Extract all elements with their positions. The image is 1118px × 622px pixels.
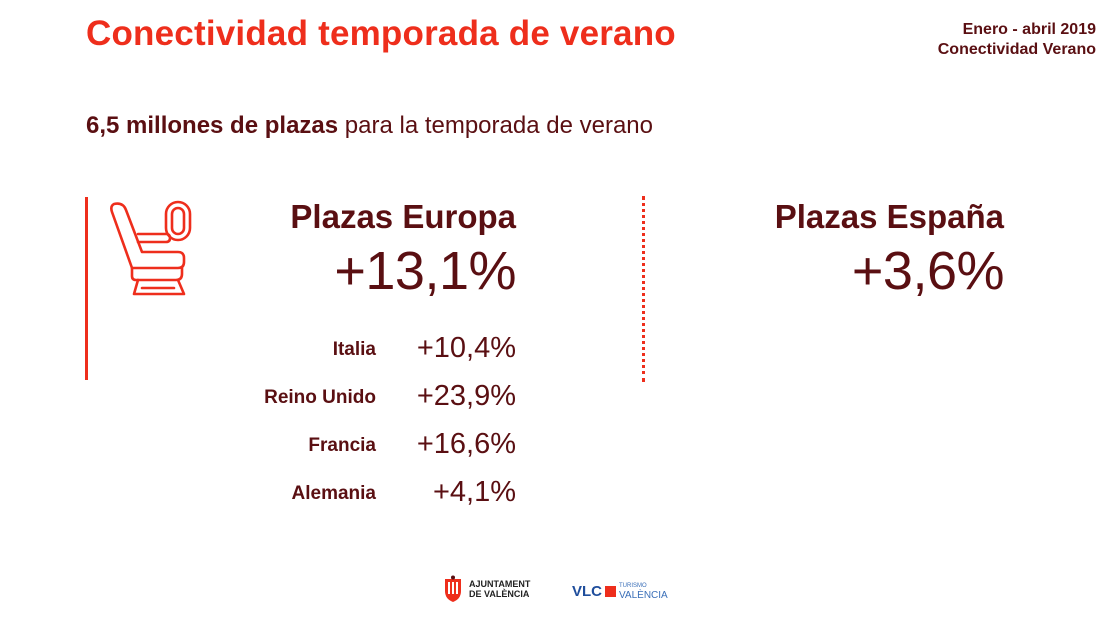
ajuntament-line2: DE VALÈNCIA xyxy=(469,589,530,599)
country-row: Alemania +4,1% xyxy=(200,469,516,509)
vlc-turismo-logo: VLC TURISMO VALÈNCIA xyxy=(572,580,668,602)
slide-title: Conectividad temporada de verano xyxy=(86,14,676,53)
meta-section: Conectividad Verano xyxy=(937,41,1096,58)
vlc-square xyxy=(605,585,616,597)
ajuntament-logo: AJUNTAMENT DE VALÈNCIA xyxy=(442,575,530,603)
country-value: +10,4% xyxy=(416,332,516,364)
meta-period: Enero - abril 2019 xyxy=(962,21,1096,38)
dotted-divider xyxy=(642,196,645,382)
country-name: Reino Unido xyxy=(264,387,376,408)
airplane-seat-icon xyxy=(110,200,192,296)
city-crest-icon xyxy=(445,575,461,602)
country-name: Francia xyxy=(308,435,376,456)
country-name: Italia xyxy=(332,339,376,360)
vlc-small-text: TURISMO xyxy=(619,583,647,589)
country-value: +23,9% xyxy=(416,380,516,412)
espana-label: Plazas España xyxy=(774,198,1004,235)
europa-value: +13,1% xyxy=(334,241,516,301)
country-row: Reino Unido +23,9% xyxy=(200,373,516,413)
europa-label: Plazas Europa xyxy=(290,198,516,235)
vlc-city-text: VALÈNCIA xyxy=(619,590,668,601)
country-name: Alemania xyxy=(291,483,376,504)
subtitle-rest: para la temporada de verano xyxy=(338,112,653,139)
slide-subtitle: 6,5 millones de plazas para la temporada… xyxy=(86,112,653,140)
country-value: +4,1% xyxy=(432,476,516,508)
country-value: +16,6% xyxy=(416,428,516,460)
country-row: Francia +16,6% xyxy=(200,421,516,461)
ajuntament-line1: AJUNTAMENT xyxy=(469,579,531,589)
country-row: Italia +10,4% xyxy=(200,325,516,365)
accent-bar xyxy=(85,197,88,380)
subtitle-highlight: 6,5 millones de plazas xyxy=(86,112,339,139)
vlc-mark: VLC xyxy=(572,582,602,600)
slide-meta: Enero - abril 2019 Conectividad Verano xyxy=(938,20,1096,60)
espana-value: +3,6% xyxy=(851,241,1005,301)
